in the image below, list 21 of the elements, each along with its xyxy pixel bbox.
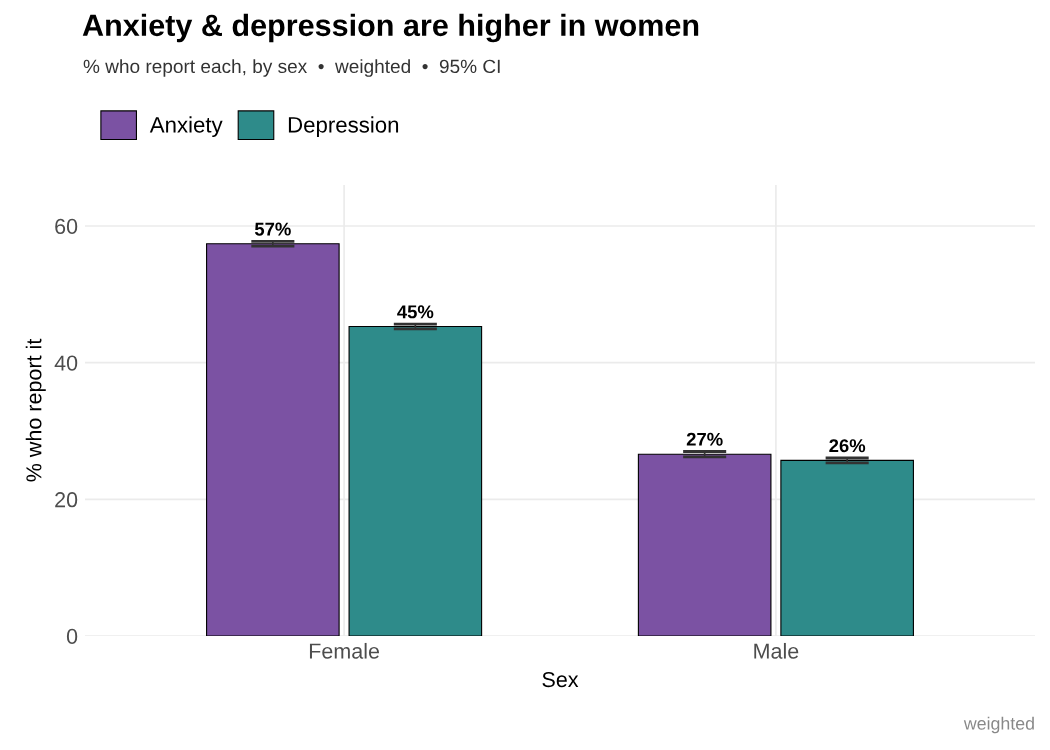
bar (348, 325, 483, 636)
bar (780, 459, 914, 636)
x-tick-label: Male (754, 642, 799, 659)
chart-subtitle: % who report each, by sex • weighted • 95% CI (83, 59, 500, 77)
legend-label: Depression (288, 116, 399, 138)
y-tick-label: 60 (55, 218, 78, 235)
text: weighted (963, 716, 1034, 734)
legend-label: Anxiety (149, 116, 223, 138)
data-label: 45% (397, 305, 434, 319)
data-label: 57% (254, 222, 291, 236)
data-label: 27% (686, 432, 723, 446)
bar (637, 453, 772, 636)
bar (206, 243, 340, 636)
data-label: 26% (829, 439, 866, 453)
y-tick-label: 20 (55, 492, 78, 508)
y-axis-title: % who report it (25, 338, 46, 482)
y-tick-label: 0 (66, 628, 78, 645)
x-tick-label: Female (309, 642, 380, 659)
y-tick-label: 40 (54, 355, 78, 371)
x-axis-title: Sex (542, 671, 579, 688)
chart-title: Anxiety & depression are higher in women (82, 13, 699, 43)
